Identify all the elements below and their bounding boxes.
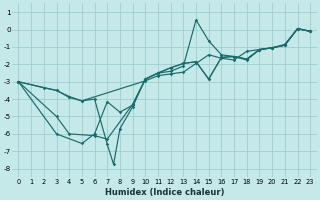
X-axis label: Humidex (Indice chaleur): Humidex (Indice chaleur) <box>105 188 224 197</box>
